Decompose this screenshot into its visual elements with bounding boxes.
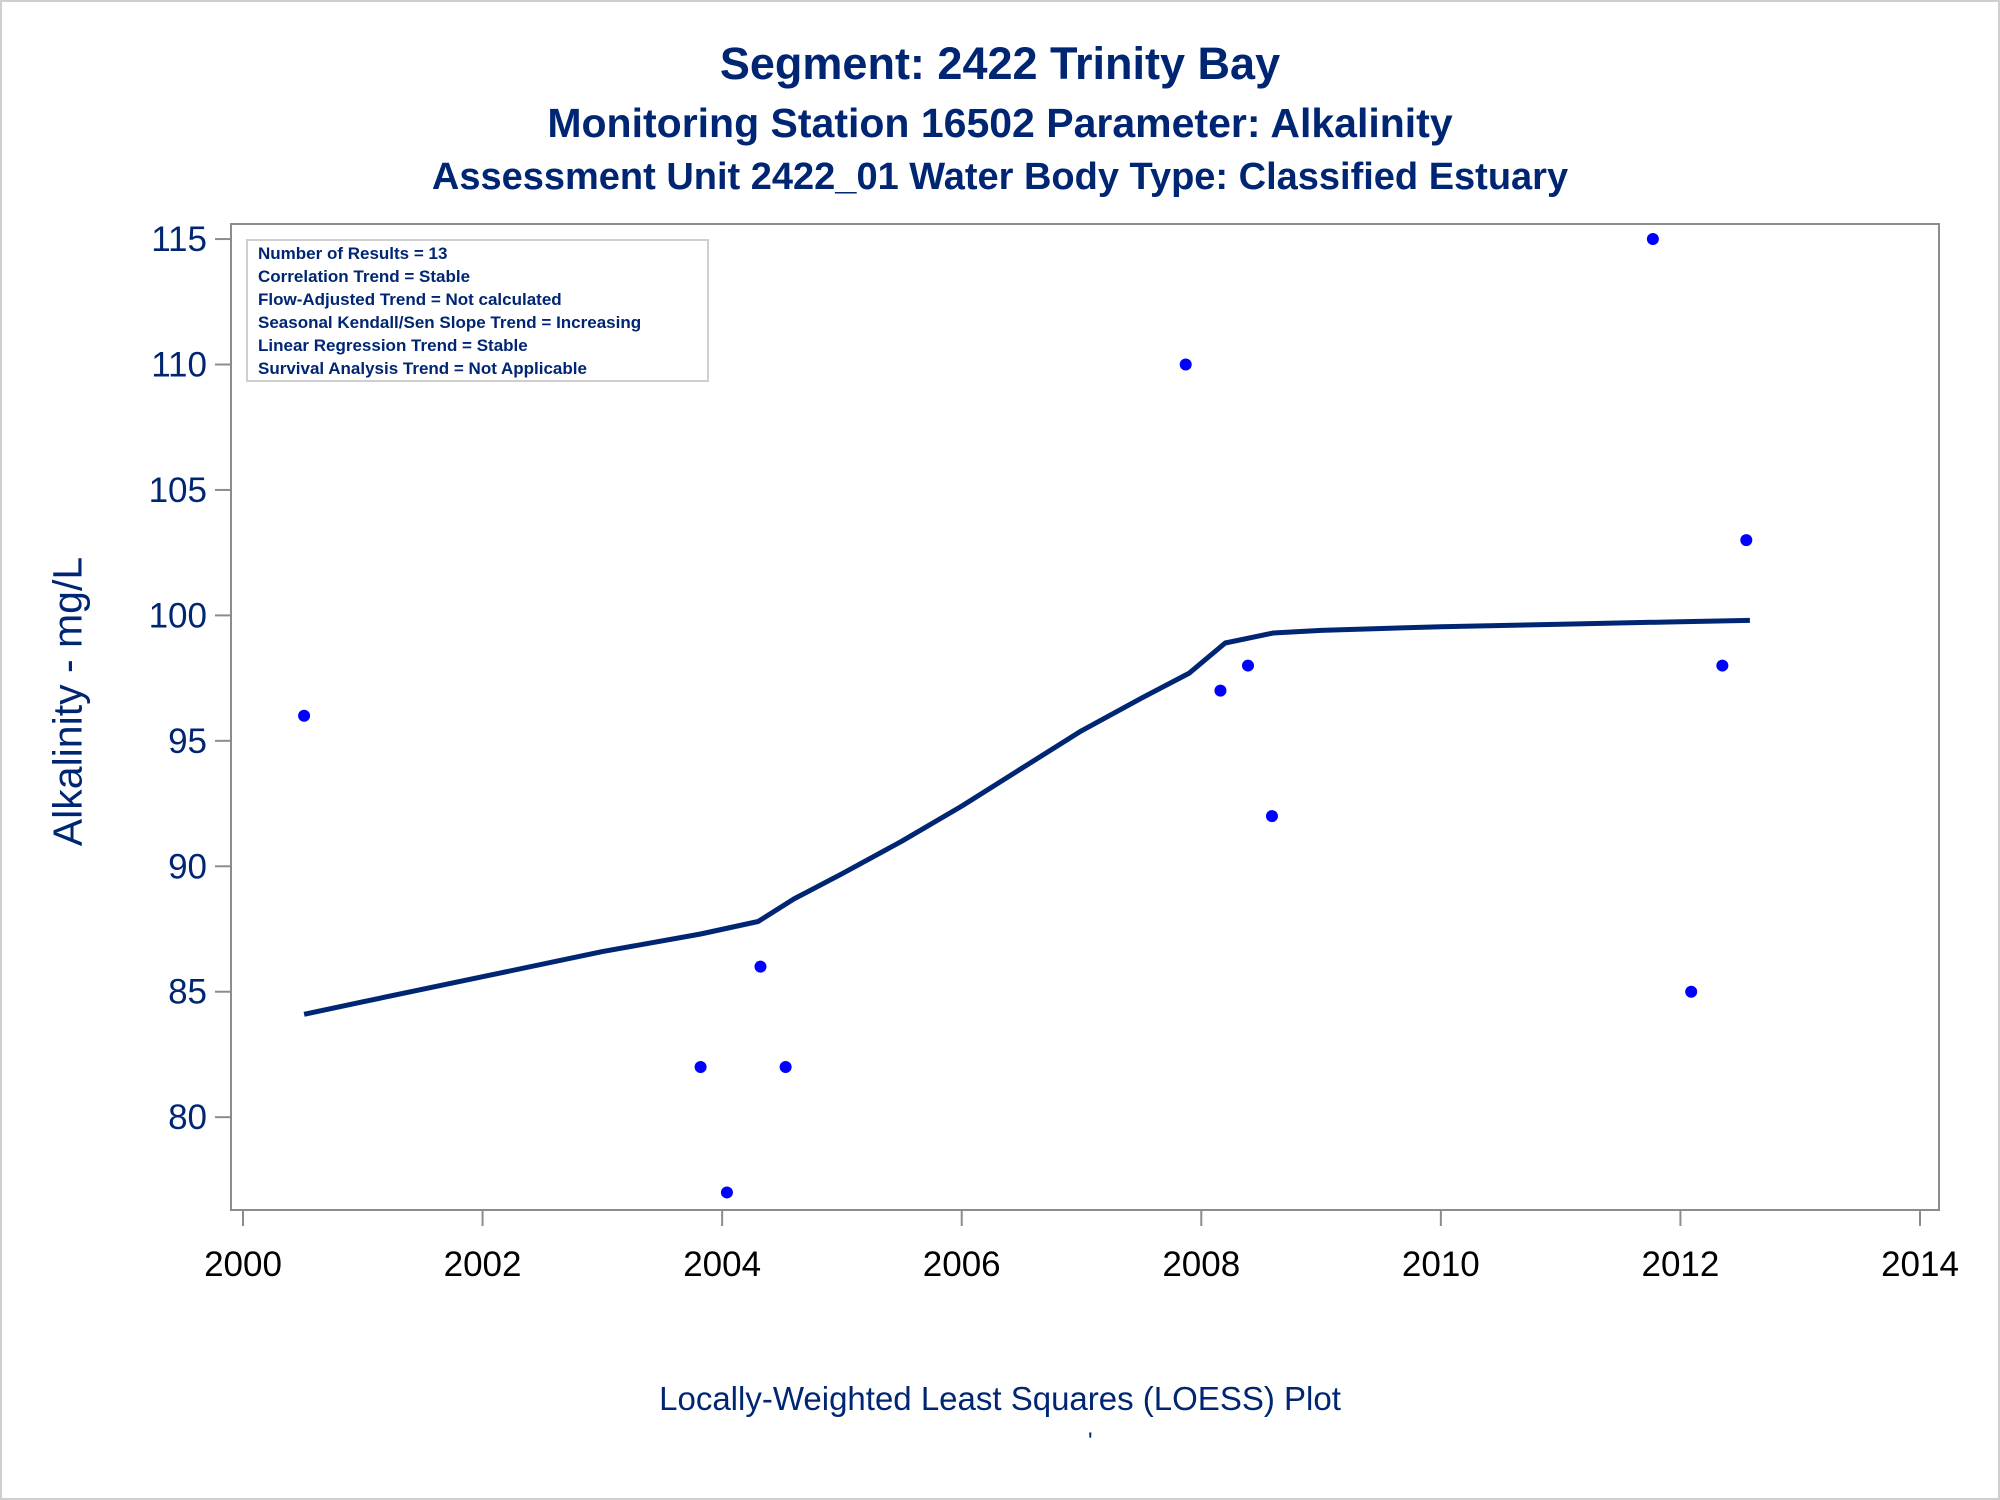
chart-subtitle-assessment: Assessment Unit 2422_01 Water Body Type:… <box>431 156 1569 198</box>
x-tick-label-2000: 2000 <box>204 1245 282 1284</box>
data-point <box>1716 659 1729 672</box>
data-point <box>779 1060 792 1073</box>
x-tick-label-2014: 2014 <box>1881 1245 1959 1284</box>
y-axis-label: Alkalinity - mg/L <box>44 556 91 847</box>
x-tick-label-2002: 2002 <box>444 1245 522 1284</box>
summary-flow-adjusted-trend: Flow-Adjusted Trend = Not calculated <box>258 290 562 309</box>
summary-result-count: Number of Results = 13 <box>258 244 447 263</box>
data-point <box>1265 810 1278 823</box>
data-point <box>1646 233 1659 246</box>
x-tick-label-2006: 2006 <box>923 1245 1001 1284</box>
x-tick-label-2012: 2012 <box>1641 1245 1719 1284</box>
loess-trend-line <box>303 617 1750 1017</box>
y-tick-label-90: 90 <box>168 847 207 886</box>
data-point <box>298 709 311 722</box>
y-axis: 80 85 90 95 100 105 110 115 <box>149 220 231 1137</box>
data-point <box>754 960 767 973</box>
y-tick-label-115: 115 <box>151 220 207 259</box>
y-axis-label-container: Alkalinity - mg/L <box>20 460 110 940</box>
summary-correlation-trend: Correlation Trend = Stable <box>258 267 470 286</box>
summary-survival-analysis-trend: Survival Analysis Trend = Not Applicable <box>258 359 587 378</box>
trend-summary-box: Number of Results = 13 Correlation Trend… <box>246 239 709 382</box>
chart-title: Segment: 2422 Trinity Bay <box>719 38 1281 89</box>
y-tick-label-85: 85 <box>168 973 207 1012</box>
data-point <box>1740 534 1753 547</box>
plot-area-frame <box>230 223 1940 1211</box>
data-point <box>1685 985 1698 998</box>
data-point <box>694 1060 707 1073</box>
chart-subtitle-station: Monitoring Station 16502 Parameter: Alka… <box>547 100 1453 146</box>
data-points <box>298 233 1753 1199</box>
y-tick-label-110: 110 <box>151 345 207 384</box>
y-tick-label-100: 100 <box>149 596 207 635</box>
y-tick-label-95: 95 <box>168 722 207 761</box>
data-point <box>720 1186 733 1199</box>
data-point <box>1179 358 1192 371</box>
footnote: Locally-Weighted Least Squares (LOESS) P… <box>659 1380 1341 1417</box>
x-tick-label-2010: 2010 <box>1402 1245 1480 1284</box>
summary-linear-regression-trend: Linear Regression Trend = Stable <box>258 336 528 355</box>
data-point <box>1214 684 1227 697</box>
trend-summary-frame <box>246 239 709 382</box>
footnote-mark: ' <box>1088 1428 1093 1455</box>
x-axis: 2000 2002 2004 2006 2008 2010 2012 2014 <box>204 1210 1959 1284</box>
x-tick-label-2008: 2008 <box>1162 1245 1240 1284</box>
data-point <box>1242 659 1255 672</box>
summary-seasonal-kendall-trend: Seasonal Kendall/Sen Slope Trend = Incre… <box>258 313 641 332</box>
y-tick-label-80: 80 <box>168 1098 207 1137</box>
x-tick-label-2004: 2004 <box>683 1245 761 1284</box>
y-tick-label-105: 105 <box>149 471 207 510</box>
